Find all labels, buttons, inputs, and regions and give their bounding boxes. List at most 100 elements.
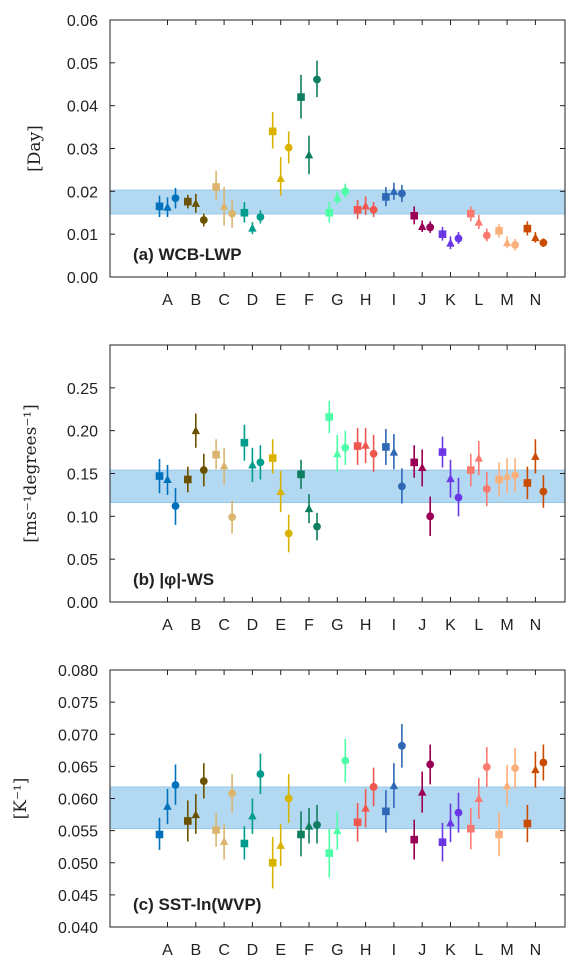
circle-marker — [369, 205, 378, 214]
y-axis-label: [ms⁻¹degrees⁻¹] — [21, 404, 41, 542]
x-tick-label: F — [304, 942, 314, 959]
x-tick-label: F — [304, 292, 314, 309]
axes-frame — [109, 19, 566, 278]
y-tick-label: 0.15 — [67, 467, 98, 484]
data-point-L-square — [467, 453, 475, 487]
triangle-marker — [333, 449, 342, 458]
x-tick-label: C — [218, 292, 230, 309]
square-marker — [353, 205, 362, 214]
triangle-marker — [248, 811, 257, 820]
circle-marker — [256, 770, 265, 778]
data-point-J-square — [410, 445, 418, 478]
data-point-K-triangle — [446, 459, 455, 498]
circle-marker — [426, 760, 435, 769]
square-marker — [382, 193, 390, 201]
y-tick-label: 0.080 — [58, 663, 98, 680]
triangle-marker — [361, 201, 370, 210]
circle-marker — [539, 238, 548, 247]
data-point-B-circle — [199, 453, 208, 487]
data-point-L-triangle — [474, 214, 483, 230]
x-tick-label: L — [474, 617, 483, 634]
data-point-I-circle — [398, 723, 406, 768]
square-marker — [325, 413, 334, 421]
y-tick-label: 0.075 — [58, 695, 98, 712]
data-point-H-square — [353, 428, 362, 465]
data-point-C-triangle — [219, 824, 229, 860]
x-tick-label: J — [418, 617, 426, 634]
triangle-marker — [163, 202, 172, 211]
x-tick-label: N — [530, 942, 542, 959]
data-point-G-square — [325, 828, 334, 878]
x-tick-label: N — [530, 292, 542, 309]
data-point-F-circle — [313, 512, 321, 541]
triangle-marker — [446, 818, 455, 827]
data-point-M-square — [495, 223, 503, 238]
x-tick-label: I — [392, 292, 396, 309]
triangle-marker — [474, 453, 483, 462]
y-axis-label: [K⁻¹] — [11, 778, 31, 820]
data-point-I-triangle — [389, 434, 399, 470]
data-point-B-square — [184, 466, 192, 493]
x-tick-label: L — [474, 292, 483, 309]
data-point-L-circle — [482, 747, 491, 787]
triangle-marker — [531, 451, 540, 460]
y-tick-label: 0.060 — [58, 792, 98, 809]
triangle-marker — [219, 201, 229, 210]
data-point-C-circle — [228, 774, 237, 813]
x-tick-label: G — [331, 292, 343, 309]
square-marker — [240, 839, 249, 848]
y-axis-label: [Day] — [25, 125, 45, 172]
reference-band — [109, 469, 566, 504]
x-tick-label: I — [392, 942, 396, 959]
square-marker — [155, 472, 164, 480]
data-point-J-triangle — [418, 220, 427, 233]
data-point-J-circle — [426, 496, 435, 537]
data-point-G-square — [325, 202, 334, 223]
square-marker — [495, 226, 503, 235]
x-tick-label: F — [304, 617, 314, 634]
x-tick-label: H — [360, 292, 372, 309]
data-point-C-triangle — [219, 187, 229, 226]
data-point-F-circle — [313, 804, 321, 844]
triangle-marker — [446, 238, 455, 247]
x-tick-label: E — [275, 942, 286, 959]
x-tick-label: E — [275, 292, 286, 309]
data-point-N-triangle — [531, 751, 540, 788]
circle-marker — [369, 783, 378, 791]
data-point-F-square — [297, 811, 305, 857]
y-tick-label: 0.070 — [58, 727, 98, 744]
data-point-G-triangle — [333, 434, 342, 472]
triangle-marker — [389, 186, 399, 195]
square-marker — [523, 479, 532, 487]
square-marker — [467, 466, 475, 474]
circle-marker — [171, 781, 180, 789]
data-point-A-circle — [171, 764, 180, 805]
triangle-marker — [219, 837, 229, 846]
data-point-K-circle — [454, 792, 463, 833]
data-point-E-square — [268, 837, 277, 889]
triangle-marker — [531, 233, 540, 242]
triangle-marker — [474, 217, 483, 226]
data-point-E-triangle — [276, 824, 285, 866]
data-point-D-square — [240, 826, 249, 860]
triangle-marker — [502, 781, 512, 790]
data-point-I-square — [382, 790, 390, 833]
x-tick-label: H — [360, 617, 372, 634]
data-point-D-circle — [256, 210, 265, 224]
square-marker — [268, 127, 277, 136]
circle-marker — [426, 223, 435, 232]
circle-marker — [539, 758, 548, 767]
triangle-marker — [333, 826, 342, 835]
circle-marker — [482, 763, 491, 771]
circle-marker — [511, 764, 519, 773]
circle-marker — [284, 794, 293, 803]
data-point-K-square — [438, 436, 447, 468]
data-point-D-square — [240, 424, 249, 461]
square-marker — [495, 830, 503, 839]
triangle-marker — [418, 787, 427, 796]
data-point-M-triangle — [502, 236, 512, 249]
data-point-M-circle — [511, 458, 519, 493]
data-point-B-circle — [199, 763, 208, 799]
data-point-N-triangle — [531, 439, 540, 474]
data-point-F-square — [297, 459, 305, 489]
